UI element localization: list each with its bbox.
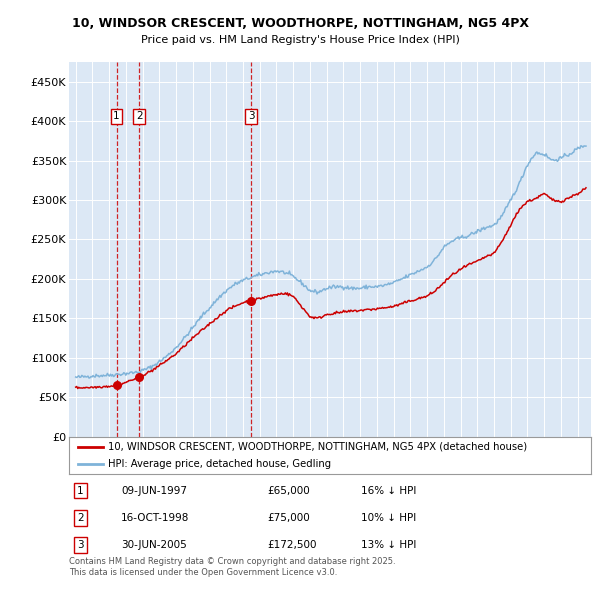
Text: 16-OCT-1998: 16-OCT-1998 (121, 513, 190, 523)
Text: HPI: Average price, detached house, Gedling: HPI: Average price, detached house, Gedl… (108, 459, 331, 469)
Text: 2: 2 (136, 112, 142, 122)
Text: 10, WINDSOR CRESCENT, WOODTHORPE, NOTTINGHAM, NG5 4PX (detached house): 10, WINDSOR CRESCENT, WOODTHORPE, NOTTIN… (108, 442, 527, 452)
Text: 10, WINDSOR CRESCENT, WOODTHORPE, NOTTINGHAM, NG5 4PX: 10, WINDSOR CRESCENT, WOODTHORPE, NOTTIN… (71, 17, 529, 30)
Text: 16% ↓ HPI: 16% ↓ HPI (361, 486, 416, 496)
Text: 10% ↓ HPI: 10% ↓ HPI (361, 513, 416, 523)
Text: 30-JUN-2005: 30-JUN-2005 (121, 540, 187, 550)
Text: £65,000: £65,000 (268, 486, 310, 496)
Text: Contains HM Land Registry data © Crown copyright and database right 2025.
This d: Contains HM Land Registry data © Crown c… (69, 558, 395, 577)
Text: £75,000: £75,000 (268, 513, 310, 523)
Text: 13% ↓ HPI: 13% ↓ HPI (361, 540, 416, 550)
Text: 3: 3 (248, 112, 254, 122)
Text: 3: 3 (77, 540, 84, 550)
Text: 2: 2 (77, 513, 84, 523)
Text: 1: 1 (77, 486, 84, 496)
Text: £172,500: £172,500 (268, 540, 317, 550)
Text: Price paid vs. HM Land Registry's House Price Index (HPI): Price paid vs. HM Land Registry's House … (140, 35, 460, 45)
Text: 1: 1 (113, 112, 120, 122)
Text: 09-JUN-1997: 09-JUN-1997 (121, 486, 187, 496)
